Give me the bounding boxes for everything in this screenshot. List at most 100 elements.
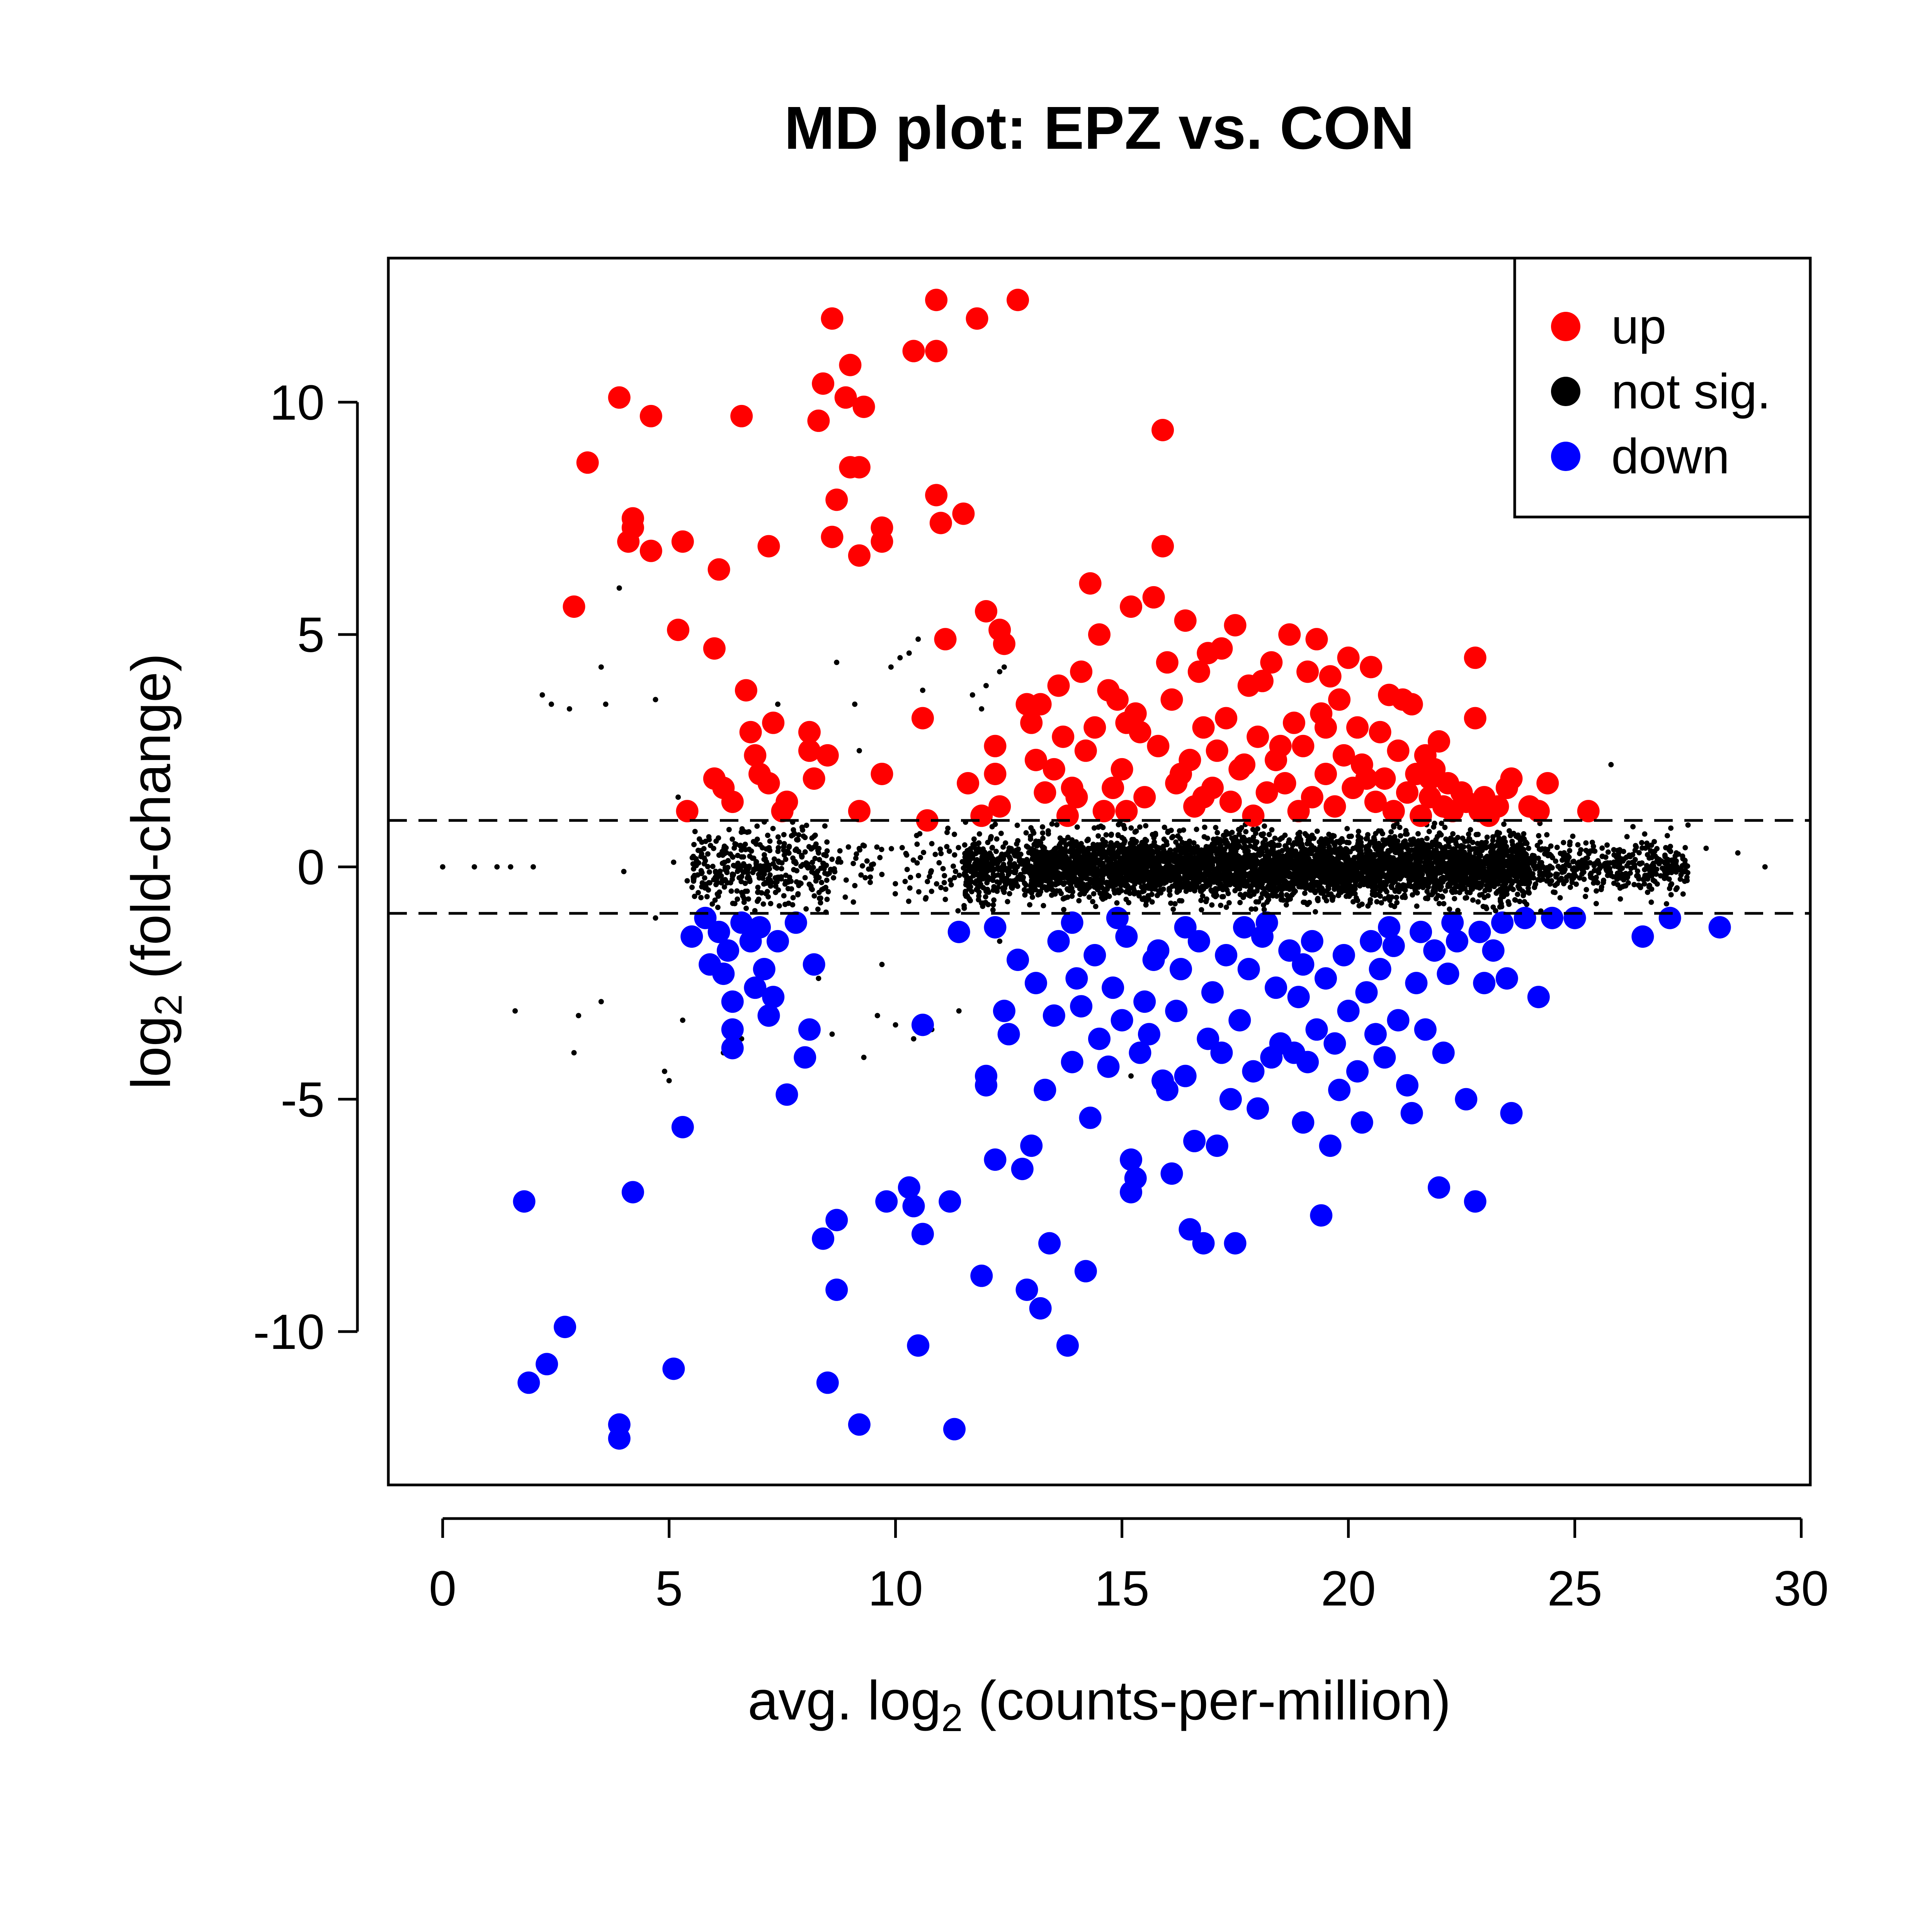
point-notsig [1143,823,1149,829]
point-notsig [1250,827,1256,832]
point-notsig [968,846,973,852]
point-notsig [1475,899,1481,905]
point-notsig [1160,886,1166,892]
point-notsig [1061,871,1067,876]
point-notsig [1415,831,1421,837]
point-notsig [1250,834,1256,840]
point-notsig [730,876,735,882]
point-notsig [1198,898,1204,903]
point-notsig [975,884,981,890]
point-notsig [1023,830,1029,836]
point-notsig [1435,893,1441,898]
point-notsig [1109,883,1114,889]
point-notsig [1302,900,1308,905]
point-notsig [1294,864,1300,869]
point-notsig [1437,830,1442,836]
point-notsig [982,863,988,869]
point-notsig [979,875,985,881]
point-notsig [1214,836,1220,842]
point-notsig [754,823,760,829]
point-notsig [1442,869,1448,874]
point-notsig [1286,851,1291,857]
point-notsig [1036,882,1041,888]
point-notsig [1054,850,1060,856]
point-notsig [1041,903,1046,908]
point-notsig [1103,893,1109,898]
point-notsig [743,847,748,852]
point-notsig [829,856,835,862]
point-notsig [1424,836,1430,841]
point-notsig [867,879,873,885]
point-notsig [783,856,789,862]
point-notsig [734,888,740,894]
point-notsig [1262,854,1268,859]
point-notsig [1085,863,1091,869]
point-notsig [1040,830,1046,836]
point-notsig [961,905,967,911]
point-notsig [1355,828,1361,834]
point-notsig [1332,886,1337,892]
point-notsig [1085,837,1091,843]
point-notsig [1281,860,1287,866]
point-notsig [1013,868,1019,874]
point-notsig [745,896,751,902]
point-notsig [1015,874,1021,880]
point-notsig [1390,840,1396,846]
point-notsig [1286,837,1292,843]
point-notsig [1025,861,1031,867]
point-notsig [1259,832,1264,837]
point-notsig [988,834,994,840]
point-notsig [1394,895,1399,900]
point-notsig [961,865,966,871]
point-notsig [1364,850,1369,855]
point-notsig [820,864,826,870]
point-notsig [936,860,942,866]
point-notsig [1133,838,1139,844]
point-notsig [721,860,727,866]
point-notsig [743,867,749,872]
point-notsig [1261,906,1267,912]
point-notsig [1093,903,1099,909]
point-notsig [973,850,979,856]
point-notsig [1086,894,1092,900]
point-notsig [1264,849,1270,854]
point-notsig [968,876,973,881]
point-notsig [1451,863,1457,869]
point-notsig [907,885,913,891]
point-notsig [1520,876,1526,882]
point-notsig [1264,899,1270,905]
point-notsig [789,886,794,892]
point-notsig [735,866,741,872]
point-notsig [1292,858,1298,864]
point-notsig [781,852,787,858]
point-notsig [941,880,947,886]
point-notsig [945,825,951,831]
point-notsig [767,838,773,844]
point-notsig [1385,840,1391,845]
point-notsig [805,861,810,867]
point-notsig [768,901,774,906]
point-notsig [963,879,969,885]
point-notsig [1347,882,1352,888]
point-notsig [998,830,1004,836]
point-notsig [699,851,704,857]
point-notsig [1442,825,1448,830]
point-notsig [980,851,986,857]
point-notsig [732,841,738,847]
point-notsig [790,895,796,901]
points-layer [440,289,1768,1450]
point-notsig [831,875,837,881]
point-notsig [980,858,986,864]
point-notsig [973,870,978,876]
point-notsig [1271,842,1277,848]
point-notsig [970,855,976,861]
point-notsig [1391,823,1396,829]
point-notsig [715,880,720,885]
point-notsig [918,855,923,861]
point-notsig [976,831,982,837]
point-notsig [1481,895,1487,900]
point-notsig [1515,883,1521,889]
point-notsig [783,879,789,884]
point-notsig [888,846,894,852]
